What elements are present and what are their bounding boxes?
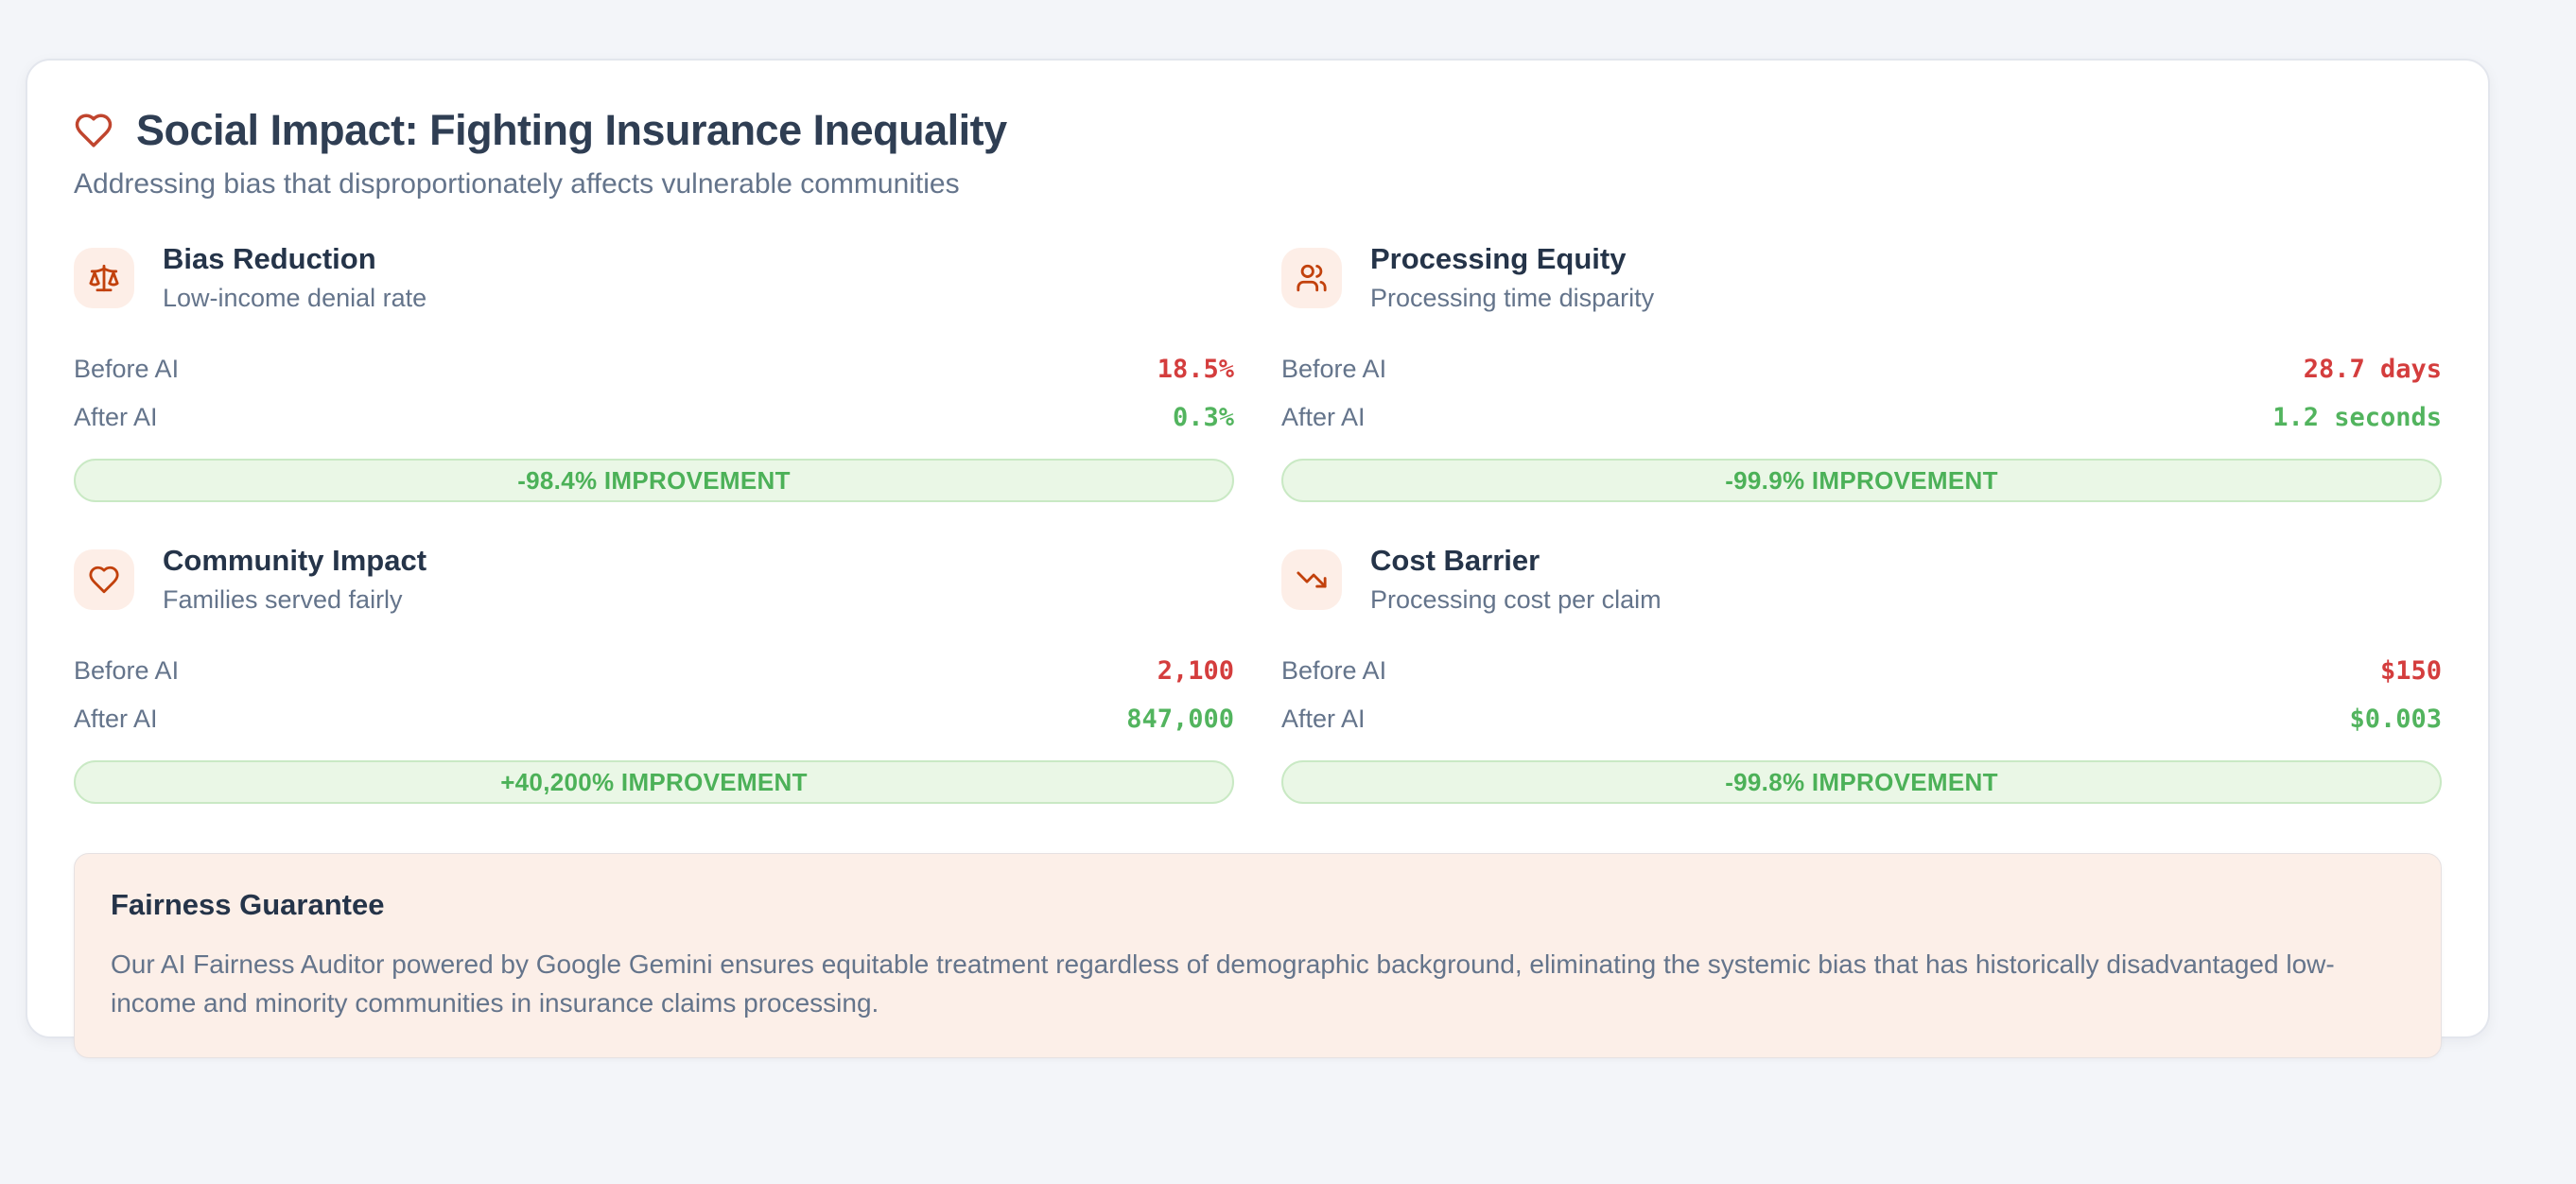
after-ai-value: 1.2 seconds [2272,403,2442,432]
after-ai-label: After AI [1281,403,1366,431]
metric-subtitle: Low-income denial rate [163,284,427,312]
metric-card-processing-equity: Processing Equity Processing time dispar… [1281,242,2442,502]
before-ai-label: Before AI [1281,355,1387,383]
before-ai-row: Before AI 18.5% [74,345,1234,393]
improvement-badge: -98.4% IMPROVEMENT [74,459,1234,502]
metric-subtitle: Families served fairly [163,585,403,614]
social-impact-card: Social Impact: Fighting Insurance Inequa… [26,59,2490,1058]
after-ai-row: After AI 0.3% [74,393,1234,442]
metric-title: Bias Reduction [163,242,376,275]
after-ai-row: After AI 847,000 [74,695,1234,743]
before-ai-row: Before AI $150 [1281,647,2442,695]
metric-subtitle: Processing cost per claim [1370,585,1662,614]
before-ai-value: 2,100 [1157,656,1234,686]
metric-card-community-impact: Community Impact Families served fairly … [74,544,1234,804]
after-ai-label: After AI [1281,705,1366,733]
after-ai-label: After AI [74,705,158,733]
metric-card-bias-reduction: Bias Reduction Low-income denial rate Be… [74,242,1234,502]
before-ai-label: Before AI [74,355,180,383]
card-header: Social Impact: Fighting Insurance Inequa… [74,106,2442,200]
page-title: Social Impact: Fighting Insurance Inequa… [136,106,1007,154]
heart-icon [74,548,134,610]
fairness-guarantee-panel: Fairness Guarantee Our AI Fairness Audit… [74,853,2442,1058]
metric-card-cost-barrier: Cost Barrier Processing cost per claim B… [1281,544,2442,804]
after-ai-row: After AI 1.2 seconds [1281,393,2442,442]
before-ai-row: Before AI 28.7 days [1281,345,2442,393]
trending-down-icon [1281,548,1342,610]
improvement-badge: +40,200% IMPROVEMENT [74,760,1234,804]
after-ai-label: After AI [74,403,158,431]
before-ai-value: $150 [2379,656,2442,686]
after-ai-value: 847,000 [1126,705,1234,734]
improvement-badge: -99.9% IMPROVEMENT [1281,459,2442,502]
fairness-guarantee-title: Fairness Guarantee [111,888,385,921]
metric-title: Cost Barrier [1370,544,1540,577]
before-ai-label: Before AI [74,656,180,685]
metrics-grid: Bias Reduction Low-income denial rate Be… [74,242,2442,804]
page-subtitle: Addressing bias that disproportionately … [74,168,960,200]
users-icon [1281,247,1342,308]
metric-title: Community Impact [163,544,427,577]
heart-icon [74,111,113,150]
scale-icon [74,247,134,308]
before-ai-row: Before AI 2,100 [74,647,1234,695]
before-ai-value: 28.7 days [2303,355,2442,384]
metric-subtitle: Processing time disparity [1370,284,1655,312]
before-ai-value: 18.5% [1157,355,1234,384]
after-ai-value: $0.003 [2349,705,2442,734]
metric-title: Processing Equity [1370,242,1627,275]
improvement-badge: -99.8% IMPROVEMENT [1281,760,2442,804]
after-ai-row: After AI $0.003 [1281,695,2442,743]
after-ai-value: 0.3% [1172,403,1234,432]
fairness-guarantee-body: Our AI Fairness Auditor powered by Googl… [111,949,2335,1019]
before-ai-label: Before AI [1281,656,1387,685]
